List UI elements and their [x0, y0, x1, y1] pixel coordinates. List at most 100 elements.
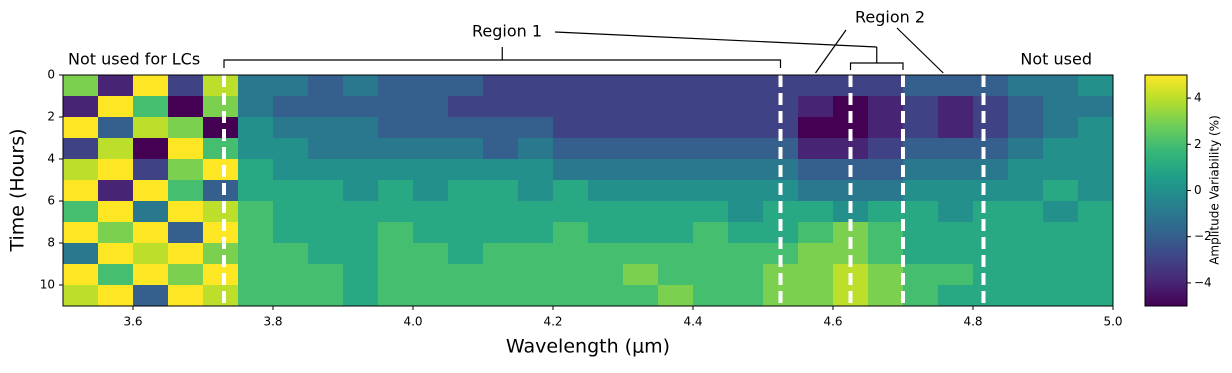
heatmap-cell [133, 201, 169, 223]
y-tick-label: 6 [47, 194, 55, 208]
heatmap-cell [1008, 117, 1044, 139]
heatmap-cell [1078, 180, 1114, 202]
heatmap-cell [1078, 222, 1114, 244]
heatmap-cell [483, 180, 519, 202]
heatmap-cell [448, 75, 484, 97]
x-tick-label: 4.0 [403, 315, 422, 329]
heatmap-cell [553, 159, 589, 181]
colorbar-tick-label: −4 [1194, 275, 1212, 289]
heatmap-cell [378, 243, 414, 265]
heatmap-cell [798, 201, 834, 223]
heatmap-cell [63, 222, 99, 244]
heatmap-cell [588, 138, 624, 160]
annotation-line [896, 27, 944, 74]
heatmap-cell [973, 159, 1009, 181]
heatmap-cell [308, 75, 344, 97]
heatmap-cell [1008, 243, 1044, 265]
heatmap-cell [238, 96, 274, 118]
heatmap-cell [343, 222, 379, 244]
heatmap-cell [413, 222, 449, 244]
plot-frame [62, 74, 1114, 307]
heatmap-cell [1008, 159, 1044, 181]
heatmap-cell [658, 201, 694, 223]
annotation: Region 2 [855, 8, 925, 27]
heatmap-cell [833, 243, 869, 265]
heatmap-cell [973, 264, 1009, 286]
heatmap-cell [903, 264, 939, 286]
heatmap-cell [308, 243, 344, 265]
heatmap-cell [1043, 201, 1079, 223]
heatmap-cell [63, 180, 99, 202]
heatmap-cell [133, 138, 169, 160]
heatmap-cell [168, 138, 204, 160]
heatmap-cell [973, 75, 1009, 97]
heatmap-cell [483, 159, 519, 181]
heatmap-cell [1043, 180, 1079, 202]
heatmap-cell [518, 243, 554, 265]
heatmap-cell [623, 243, 659, 265]
x-tick-label: 5.0 [1103, 315, 1122, 329]
heatmap-cell [938, 243, 974, 265]
annotation: Not used for LCs [68, 50, 200, 69]
heatmap-cell [938, 96, 974, 118]
heatmap-cell [588, 243, 624, 265]
heatmap-cell [623, 75, 659, 97]
colorbar-label: Amplitude Variability (%) [1208, 115, 1222, 265]
heatmap-cell [238, 222, 274, 244]
heatmap-cell [798, 243, 834, 265]
heatmap-cell [798, 222, 834, 244]
heatmap-cell [868, 159, 904, 181]
heatmap-cell [833, 117, 869, 139]
heatmap-cell [1078, 138, 1114, 160]
heatmap-cell [588, 180, 624, 202]
heatmap-cell [868, 96, 904, 118]
x-tick-label: 4.6 [823, 315, 842, 329]
heatmap-cell [378, 180, 414, 202]
heatmap-cell [63, 243, 99, 265]
heatmap-cell [798, 159, 834, 181]
heatmap-cell [168, 222, 204, 244]
heatmap-cell [868, 117, 904, 139]
heatmap-cell [658, 138, 694, 160]
heatmap-cell [448, 117, 484, 139]
x-tick-label: 4.4 [683, 315, 702, 329]
heatmap-cell [693, 159, 729, 181]
y-axis-label: Time (Hours) [7, 128, 29, 252]
heatmap-cell [588, 96, 624, 118]
heatmap-cell [63, 138, 99, 160]
heatmap-cell [938, 201, 974, 223]
heatmap-cell [343, 201, 379, 223]
heatmap-cell [903, 138, 939, 160]
colorbar-tick-label: 2 [1194, 137, 1202, 151]
x-tick-label: 4.8 [963, 315, 982, 329]
heatmap-cell [658, 222, 694, 244]
heatmap-cell [693, 285, 729, 307]
heatmap-cell [868, 201, 904, 223]
heatmap-cell [63, 75, 99, 97]
heatmap-cell [343, 117, 379, 139]
heatmap-cell [553, 285, 589, 307]
heatmap-cell [973, 96, 1009, 118]
heatmap-cell [168, 96, 204, 118]
heatmap-cell [938, 180, 974, 202]
heatmap-cell [98, 222, 134, 244]
heatmap-cell [588, 75, 624, 97]
heatmap-cell [273, 264, 309, 286]
heatmap-cell [448, 264, 484, 286]
y-tick-label: 10 [40, 278, 55, 292]
heatmap-cell [903, 243, 939, 265]
heatmap-cell [1078, 117, 1114, 139]
heatmap-cell [798, 180, 834, 202]
heatmap-cell [973, 117, 1009, 139]
heatmap-cell [413, 285, 449, 307]
annotation-bracket [849, 62, 904, 70]
heatmap-cell [448, 159, 484, 181]
heatmap-cell [1078, 285, 1114, 307]
heatmap-cell [133, 180, 169, 202]
heatmap-cell [518, 285, 554, 307]
heatmap-cell [693, 117, 729, 139]
heatmap-cell [938, 285, 974, 307]
heatmap-cell [238, 264, 274, 286]
annotation-line [554, 31, 877, 48]
